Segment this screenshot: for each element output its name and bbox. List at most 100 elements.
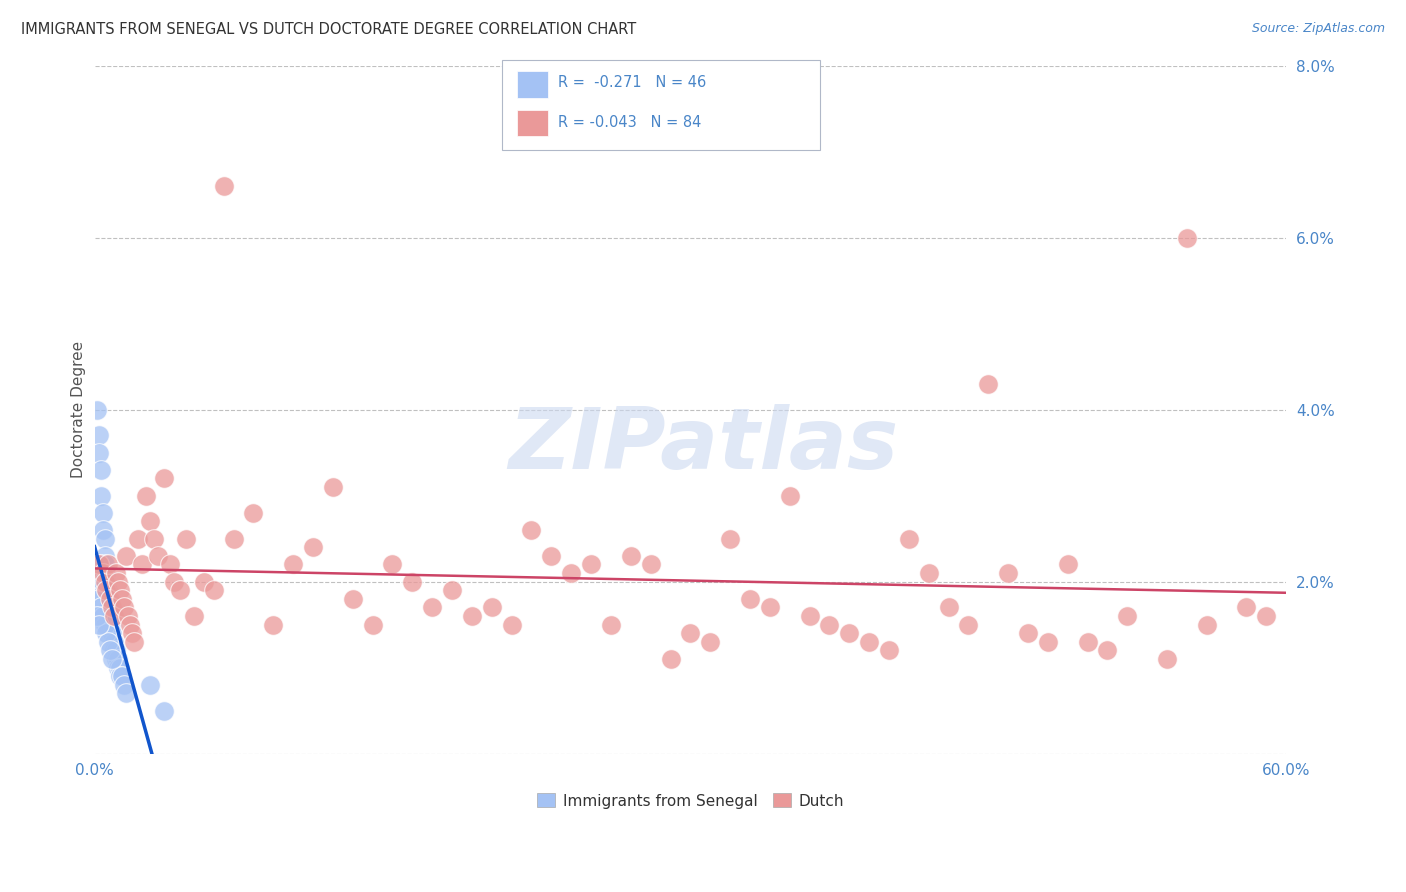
Point [957,617,980,632]
Point [115,686,138,700]
Point [90,566,112,580]
Point [977,376,1000,391]
Point [97,583,120,598]
Point [101,600,124,615]
Point [93,574,115,589]
Point [87,617,110,632]
Point [111,669,134,683]
Point [858,634,880,648]
Point [520,523,543,537]
Point [302,540,325,554]
Point [202,583,225,598]
Point [163,574,186,589]
Point [1036,634,1059,648]
Point [897,532,920,546]
Point [110,669,132,683]
Point [838,626,860,640]
Point [1236,600,1258,615]
Point [1175,230,1198,244]
Point [1116,609,1139,624]
Point [105,643,128,657]
Point [91,523,114,537]
Point [779,489,801,503]
Point [90,489,112,503]
Point [918,566,941,580]
Point [579,558,602,572]
Point [135,489,157,503]
Point [127,532,149,546]
Y-axis label: Doctorate Degree: Doctorate Degree [72,341,86,478]
Point [174,532,197,546]
Point [159,558,181,572]
Point [799,609,821,624]
Point [87,591,110,606]
Point [101,626,124,640]
Point [1077,634,1099,648]
Point [938,600,960,615]
Point [86,402,108,417]
Point [420,600,443,615]
Point [401,574,423,589]
Point [96,626,118,640]
Text: Source: ZipAtlas.com: Source: ZipAtlas.com [1251,22,1385,36]
Point [183,609,205,624]
Point [105,652,128,666]
Point [540,549,562,563]
Point [111,591,134,606]
Point [107,652,129,666]
Point [169,583,191,598]
Text: ZIPatlas: ZIPatlas [508,404,898,488]
Point [93,617,115,632]
Point [322,480,344,494]
Point [97,591,120,606]
Point [87,428,110,442]
Point [96,574,118,589]
Point [93,532,115,546]
Point [121,626,143,640]
Point [90,600,112,615]
Point [139,514,162,528]
Point [1056,558,1078,572]
Point [103,643,125,657]
Point [212,179,235,194]
Point [112,600,135,615]
Point [699,634,721,648]
Point [107,574,129,589]
Point [481,600,503,615]
Point [153,471,176,485]
Point [679,626,702,640]
Point [1097,643,1119,657]
Point [100,591,122,606]
Point [96,566,118,580]
Point [139,678,162,692]
Point [342,591,364,606]
Point [90,463,112,477]
Point [110,660,132,674]
Point [86,583,108,598]
Legend: Immigrants from Senegal, Dutch: Immigrants from Senegal, Dutch [530,788,851,814]
Point [759,600,782,615]
Point [87,558,110,572]
Point [93,558,115,572]
Point [107,660,129,674]
Point [381,558,404,572]
Point [193,574,215,589]
Point [361,617,384,632]
Point [640,558,662,572]
Point [1156,652,1178,666]
Text: R = -0.043   N = 84: R = -0.043 N = 84 [558,115,702,129]
Point [97,600,120,615]
Point [718,532,741,546]
Text: IMMIGRANTS FROM SENEGAL VS DUTCH DOCTORATE DEGREE CORRELATION CHART: IMMIGRANTS FROM SENEGAL VS DUTCH DOCTORA… [21,22,637,37]
Point [1256,609,1278,624]
Text: R =  -0.271   N = 46: R = -0.271 N = 46 [558,76,706,90]
Point [91,609,114,624]
Point [117,609,139,624]
Point [146,549,169,563]
Point [461,609,484,624]
Point [97,558,120,572]
Point [86,609,108,624]
Point [120,617,142,632]
Point [560,566,582,580]
Point [115,549,138,563]
